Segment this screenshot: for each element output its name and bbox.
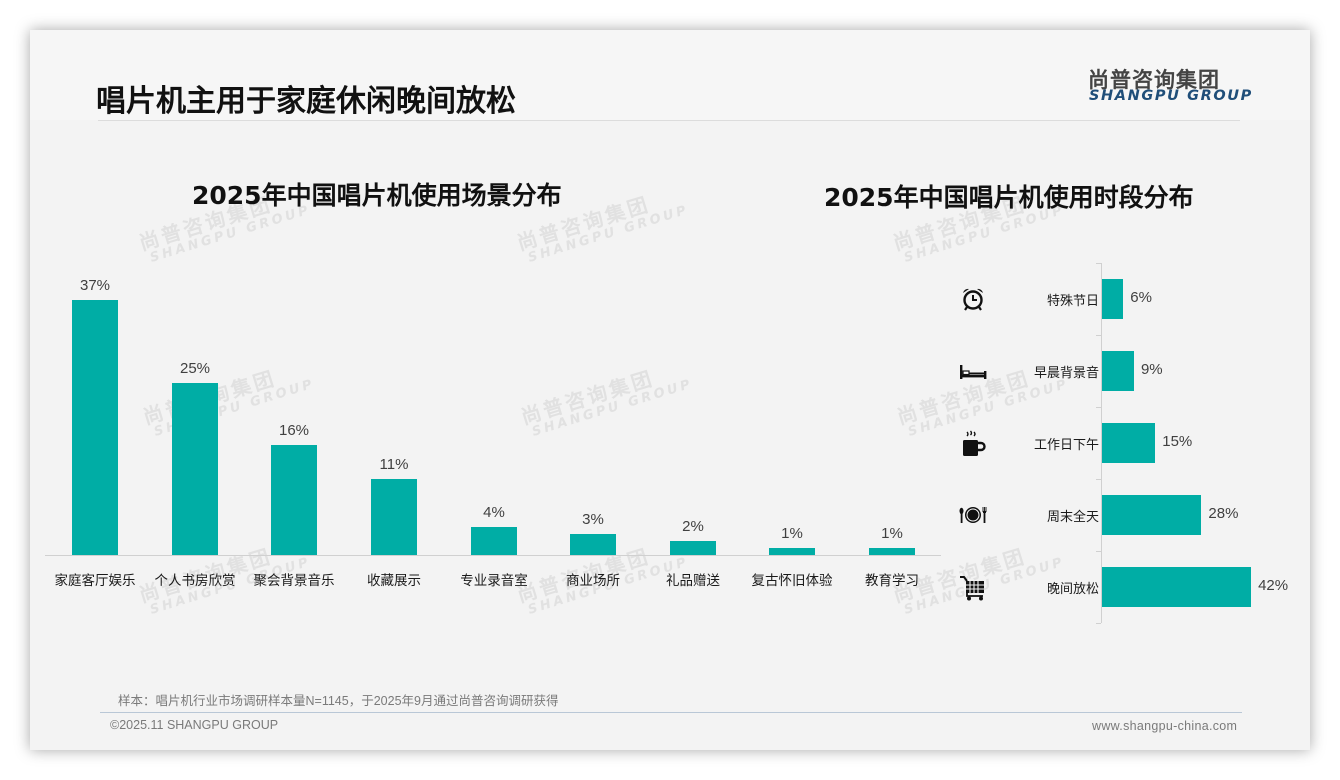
footer-divider	[100, 712, 1242, 713]
alarm-clock-icon	[958, 284, 988, 314]
bed-icon	[958, 356, 988, 386]
bar-value-label: 4%	[483, 504, 505, 522]
watermark-en: SHANGPU GROUP	[526, 202, 691, 266]
logo-chinese: 尚普咨询集团	[1088, 68, 1220, 92]
bar[interactable]	[1102, 495, 1202, 535]
category-label: 个人书房欣赏	[154, 573, 236, 588]
y-axis-line	[1101, 263, 1102, 623]
axis-tick	[1096, 623, 1101, 624]
title-divider	[98, 120, 1240, 121]
watermark-en: SHANGPU GROUP	[530, 376, 695, 440]
bar[interactable]	[471, 527, 517, 555]
bar[interactable]	[1102, 567, 1252, 607]
bar[interactable]	[1102, 279, 1124, 319]
category-label: 周末全天	[1046, 509, 1099, 524]
bar-value-label: 25%	[179, 359, 211, 377]
coffee-mug-icon	[958, 428, 988, 458]
bar[interactable]	[371, 479, 417, 555]
bar-value-label: 42%	[1258, 577, 1289, 594]
category-label: 礼品赠送	[666, 573, 720, 588]
bar[interactable]	[869, 548, 915, 555]
bar-value-label: 37%	[79, 276, 111, 294]
bar[interactable]	[271, 444, 317, 555]
category-label: 家庭客厅娱乐	[54, 573, 136, 588]
category-label: 聚会背景音乐	[253, 573, 335, 588]
bar[interactable]	[172, 382, 218, 555]
bar-value-label: 16%	[278, 421, 310, 439]
bar-value-label: 2%	[682, 518, 704, 536]
plate-cutlery-icon	[958, 500, 988, 530]
bar-value-label: 11%	[379, 456, 409, 474]
x-axis-baseline	[45, 555, 941, 556]
right-chart-title: 2025年中国唱片机使用时段分布	[824, 183, 1194, 212]
bar[interactable]	[1102, 423, 1156, 463]
axis-tick	[1096, 551, 1101, 552]
header-band	[30, 30, 1310, 120]
bar-value-label: 28%	[1208, 505, 1239, 522]
category-label: 特殊节日	[1046, 293, 1099, 308]
bar[interactable]	[769, 548, 815, 555]
category-label: 收藏展示	[367, 573, 421, 588]
category-label: 商业场所	[566, 573, 620, 588]
axis-tick	[1096, 479, 1101, 480]
bar-value-label: 9%	[1140, 361, 1163, 378]
bar[interactable]	[670, 541, 716, 555]
category-label: 专业录音室	[460, 573, 528, 588]
bar-value-label: 1%	[881, 525, 903, 543]
category-label: 工作日下午	[1033, 437, 1099, 452]
bar-value-label: 1%	[781, 525, 803, 543]
category-label: 复古怀旧体验	[751, 573, 833, 588]
copyright: ©2025.11 SHANGPU GROUP	[110, 718, 279, 732]
category-label: 教育学习	[865, 573, 919, 588]
website-link[interactable]: www.shangpu-china.com	[1092, 719, 1238, 733]
bar[interactable]	[72, 299, 118, 555]
page-title: 唱片机主用于家庭休闲晚间放松	[96, 84, 516, 119]
shopping-cart-icon	[958, 572, 988, 602]
bar[interactable]	[1102, 351, 1134, 391]
axis-tick	[1096, 263, 1101, 264]
logo-english: SHANGPU GROUP	[1089, 88, 1253, 104]
left-chart-title: 2025年中国唱片机使用场景分布	[192, 181, 562, 210]
axis-tick	[1096, 407, 1101, 408]
bar-value-label: 3%	[582, 511, 604, 529]
sample-note: 样本：唱片机行业市场调研样本量N=1145，于2025年9月通过尚普咨询调研获得	[118, 694, 559, 708]
axis-tick	[1096, 335, 1101, 336]
category-label: 晚间放松	[1046, 581, 1099, 596]
report-slide: 唱片机主用于家庭休闲晚间放松 尚普咨询集团 SHANGPU GROUP 尚普咨询…	[30, 30, 1310, 750]
watermark-cn: 尚普咨询集团	[518, 365, 658, 430]
bar-value-label: 6%	[1130, 289, 1152, 306]
bar-value-label: 15%	[1162, 433, 1193, 450]
bar[interactable]	[570, 534, 616, 555]
category-label: 早晨背景音	[1033, 365, 1099, 380]
watermark-en: SHANGPU GROUP	[148, 202, 313, 266]
